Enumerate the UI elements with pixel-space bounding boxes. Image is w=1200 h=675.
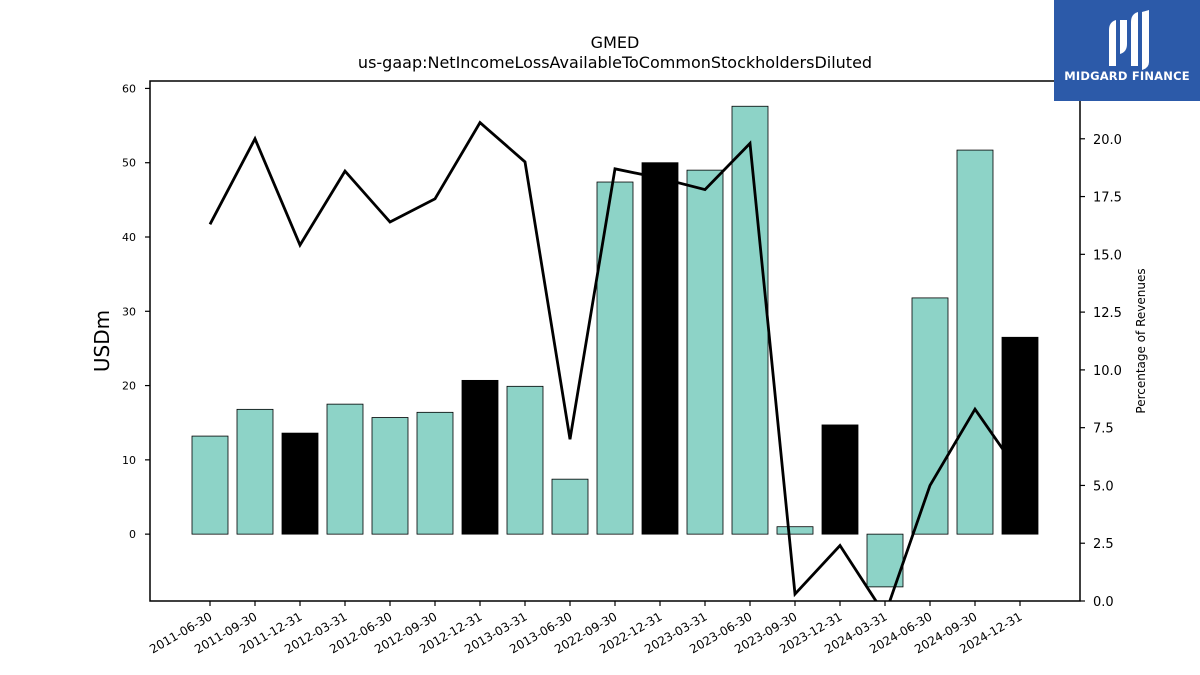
y-tick-label: 40 bbox=[122, 231, 136, 244]
y2-tick-label: 12.5 bbox=[1093, 306, 1122, 321]
bar bbox=[641, 162, 679, 535]
bar bbox=[191, 435, 229, 535]
y2-tick-label: 0.0 bbox=[1093, 595, 1114, 610]
y-tick-label: 10 bbox=[122, 454, 136, 467]
bar bbox=[776, 526, 814, 535]
y-tick-label: 0 bbox=[129, 528, 136, 541]
bar bbox=[911, 297, 949, 535]
bar bbox=[821, 424, 859, 535]
y2-tick-label: 15.0 bbox=[1093, 248, 1122, 263]
bar bbox=[281, 432, 319, 535]
bar bbox=[371, 417, 409, 535]
bar bbox=[416, 411, 454, 535]
chart-title: GMED bbox=[591, 33, 640, 52]
bar bbox=[686, 169, 724, 535]
bar bbox=[236, 408, 274, 535]
y2-tick-label: 2.5 bbox=[1093, 537, 1114, 552]
bar bbox=[326, 403, 364, 535]
bar bbox=[1001, 336, 1039, 535]
y-axis-label: USDm bbox=[90, 310, 114, 372]
logo-text: MIDGARD FINANCE bbox=[1064, 69, 1190, 83]
bar-series bbox=[191, 105, 1039, 588]
y2-tick-label: 7.5 bbox=[1093, 422, 1114, 437]
bar bbox=[551, 478, 589, 535]
bar bbox=[461, 379, 499, 535]
line-series bbox=[208, 120, 1022, 601]
bar bbox=[506, 385, 544, 535]
bar bbox=[596, 181, 634, 535]
y2-tick-label: 17.5 bbox=[1093, 191, 1122, 206]
y-tick-label: 30 bbox=[122, 305, 136, 318]
y2-tick-label: 5.0 bbox=[1093, 479, 1114, 494]
y2-tick-label: 10.0 bbox=[1093, 364, 1122, 379]
y-tick-label: 20 bbox=[122, 380, 136, 393]
y-tick-label: 60 bbox=[122, 82, 136, 95]
y-tick-label: 50 bbox=[122, 157, 136, 170]
bar bbox=[731, 105, 769, 535]
y2-tick-label: 20.0 bbox=[1093, 133, 1122, 148]
plot-area bbox=[191, 105, 1039, 601]
y2-axis-label: Percentage of Revenues bbox=[1134, 268, 1148, 413]
midgard-logo-icon bbox=[1109, 10, 1149, 70]
chart-subtitle: us-gaap:NetIncomeLossAvailableToCommonSt… bbox=[358, 53, 872, 72]
bar bbox=[956, 149, 994, 535]
logo: MIDGARD FINANCE bbox=[1054, 0, 1200, 101]
